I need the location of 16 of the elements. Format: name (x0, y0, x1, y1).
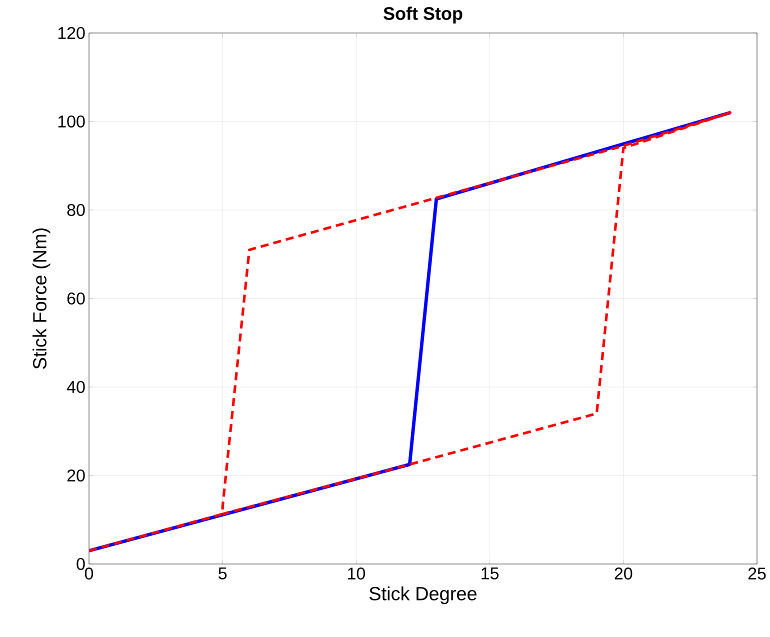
y-axis-title: Stick Force (Nm) (32, 228, 50, 369)
y-tick-label: 60 (67, 292, 85, 305)
y-tick-label: 20 (67, 469, 85, 482)
x-axis-title: Stick Degree (369, 586, 477, 604)
y-tick-label: 120 (58, 26, 85, 40)
x-tick-label: 10 (348, 568, 365, 580)
y-tick-label: 40 (66, 380, 85, 394)
x-tick-label: 5 (218, 568, 227, 580)
y-tick-label: 0 (76, 558, 85, 570)
y-tick-label: 100 (58, 115, 85, 128)
x-tick-label: 25 (748, 568, 766, 580)
y-tick-label: 80 (67, 204, 85, 216)
x-tick-label: 20 (614, 568, 632, 580)
x-tick-label: 15 (482, 568, 499, 580)
x-tick-label: 0 (84, 568, 94, 580)
chart-title: Soft Stop (384, 6, 462, 24)
